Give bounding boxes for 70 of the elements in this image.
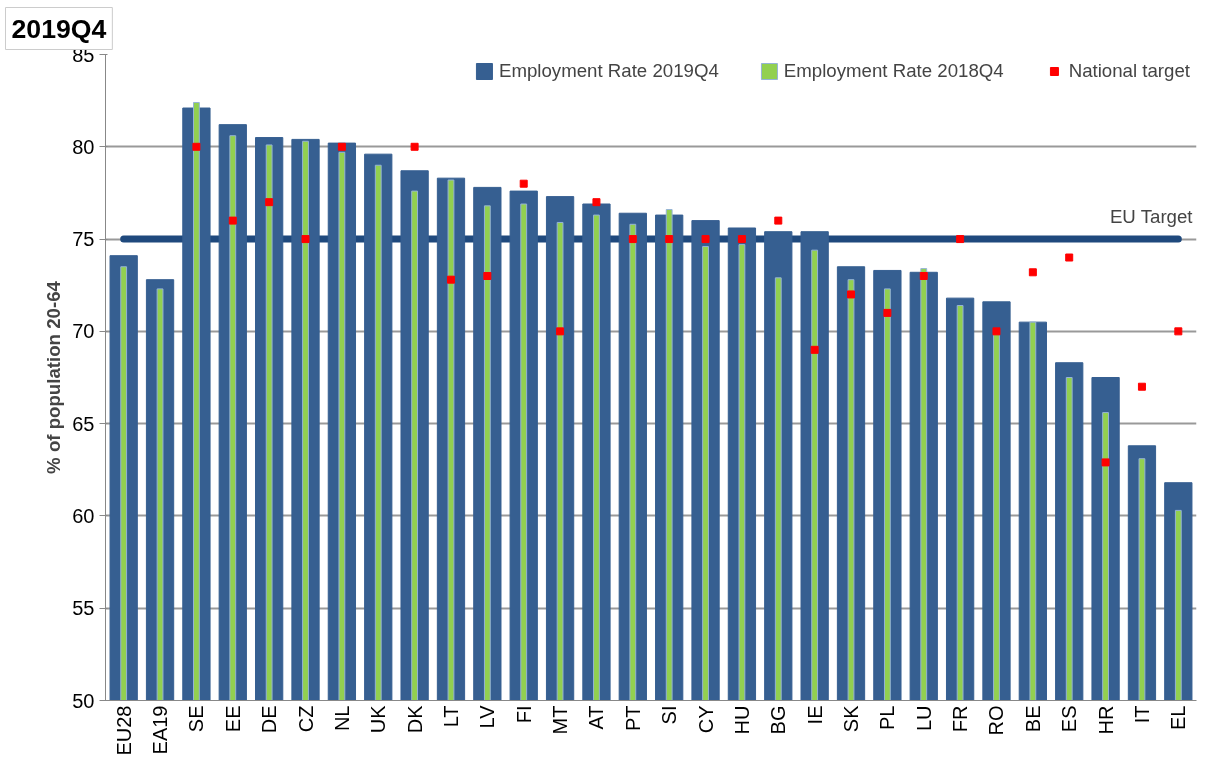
x-tick-label: IT — [1130, 705, 1153, 724]
x-tick-label: AT — [585, 705, 608, 730]
x-tick-label: EU28 — [112, 705, 135, 756]
x-tick-label: FI — [512, 705, 535, 724]
point — [628, 235, 637, 244]
x-tick-label: IE — [803, 705, 826, 725]
x-tick-label: EA19 — [149, 705, 172, 755]
point — [1065, 253, 1074, 262]
x-tick-label: BG — [767, 705, 790, 735]
point — [737, 235, 746, 244]
y-tick-label: 75 — [72, 228, 95, 251]
point — [883, 308, 892, 317]
x-tick-label: FR — [949, 705, 972, 733]
y-tick-label: 65 — [72, 412, 95, 435]
point — [919, 271, 928, 280]
x-tick-label: DE — [258, 705, 281, 734]
x-tick-label: PL — [876, 705, 899, 730]
point — [592, 198, 601, 207]
point — [519, 179, 528, 188]
x-tick-label: LV — [476, 704, 499, 729]
point — [410, 142, 419, 151]
y-tick-label: 80 — [72, 135, 95, 158]
point — [1028, 268, 1037, 277]
point — [228, 216, 237, 225]
point — [1174, 327, 1183, 336]
point — [665, 235, 674, 244]
legend-label: National target — [1068, 60, 1190, 82]
point — [774, 216, 783, 225]
point — [701, 235, 710, 244]
point — [446, 275, 455, 284]
y-axis-title: % of population 20-64 — [43, 280, 65, 474]
x-tick-label: BE — [1021, 705, 1044, 733]
x-tick-label: MT — [549, 705, 572, 735]
ref-line-label: EU Target — [1109, 206, 1194, 228]
x-tick-label: SE — [185, 705, 208, 733]
point — [1137, 382, 1146, 391]
x-tick-label: LU — [912, 705, 935, 732]
y-tick-label: 70 — [72, 320, 95, 343]
x-tick-label: EL — [1167, 705, 1190, 730]
point — [337, 142, 346, 151]
x-tick-label: LT — [439, 705, 462, 728]
x-tick-label: CY — [694, 705, 717, 734]
x-tick-label: RO — [985, 705, 1008, 736]
point — [847, 290, 856, 299]
x-tick-label: HR — [1094, 705, 1117, 735]
x-tick-label: DK — [403, 704, 426, 734]
point — [556, 327, 565, 336]
x-tick-label: HU — [730, 705, 753, 735]
point — [483, 271, 492, 280]
chart-title: 2019Q4 — [11, 13, 107, 44]
point — [265, 198, 274, 207]
x-tick-label: PT — [621, 705, 644, 732]
y-tick-label: 60 — [72, 504, 95, 527]
point — [992, 327, 1001, 336]
legend-label: Employment Rate 2019Q4 — [498, 60, 719, 82]
x-tick-label: UK — [367, 704, 390, 734]
legend-label: Employment Rate 2018Q4 — [783, 60, 1004, 82]
y-tick-label: 50 — [72, 689, 95, 712]
point — [192, 142, 201, 151]
x-tick-label: NL — [330, 705, 353, 732]
point — [1101, 458, 1110, 467]
point — [301, 235, 310, 244]
y-tick-label: 55 — [72, 597, 95, 620]
x-tick-label: SI — [658, 705, 681, 725]
x-tick-label: EE — [221, 705, 244, 733]
x-tick-label: ES — [1058, 705, 1081, 733]
point — [956, 235, 965, 244]
x-tick-label: SK — [840, 704, 863, 733]
point — [810, 345, 819, 354]
x-tick-label: CZ — [294, 705, 317, 733]
